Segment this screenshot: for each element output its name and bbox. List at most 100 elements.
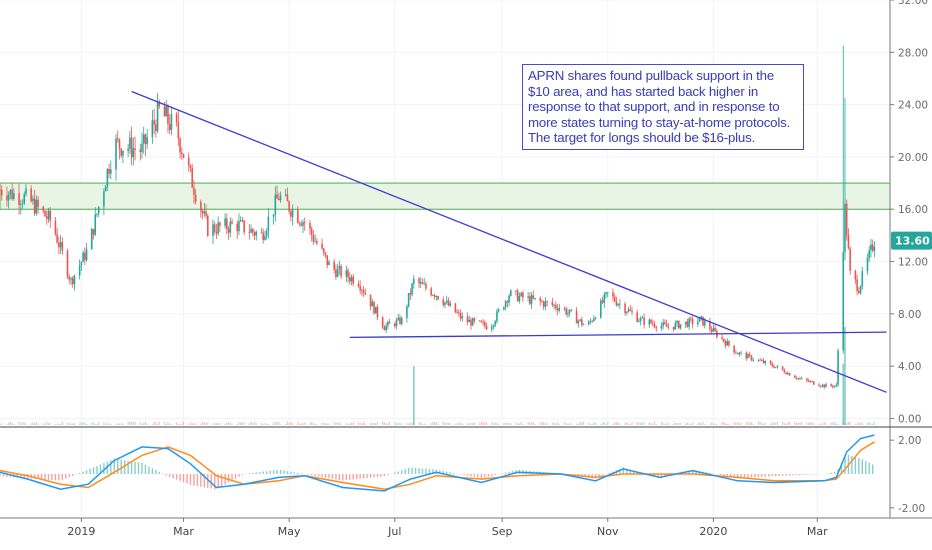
volume-bar-4 — [9, 421, 11, 425]
volume-bar-13 — [32, 422, 34, 425]
candle-body-267 — [648, 319, 651, 325]
volume-bar-285 — [690, 423, 692, 425]
macd-histogram-bar — [276, 469, 278, 474]
candle-body-301 — [728, 341, 730, 346]
macd-histogram-bar — [401, 470, 403, 474]
candle-body-27 — [66, 250, 69, 277]
macd-histogram-bar — [130, 461, 133, 474]
candle-body-37 — [90, 229, 93, 250]
volume-bar-204 — [494, 422, 496, 425]
candle-body-83 — [201, 210, 204, 214]
candle-body-151 — [364, 293, 367, 295]
candle-body-31 — [73, 275, 76, 285]
candle-body-98 — [238, 221, 240, 232]
candle-body-52 — [127, 148, 129, 151]
trendline-0 — [131, 90, 887, 393]
candle-body-203 — [492, 325, 495, 328]
y-tick-label-7: 28.00 — [898, 47, 928, 59]
volume-bar-50 — [120, 423, 122, 425]
candle-body-121 — [291, 209, 294, 217]
candle-body-30 — [71, 278, 74, 285]
candle-body-112 — [272, 214, 275, 217]
volume-bar-180 — [435, 422, 437, 425]
candle-body-276 — [667, 326, 670, 328]
annotation-note[interactable]: APRN shares found pullback support in th… — [522, 64, 804, 150]
candle-body-315 — [762, 360, 765, 364]
volume-bar-215 — [520, 421, 522, 425]
macd-histogram-bar — [286, 471, 289, 474]
macd-histogram-bar — [307, 474, 309, 475]
volume-bar-351 — [849, 422, 851, 425]
macd-histogram-bar — [709, 472, 711, 474]
candle-body-257 — [624, 303, 626, 313]
volume-bar-328 — [795, 422, 798, 425]
volume-bar-74 — [179, 423, 181, 425]
candle-body-338 — [819, 386, 822, 387]
candle-body-12 — [30, 188, 32, 202]
candle-body-55 — [132, 148, 135, 158]
volume-bar-264 — [640, 422, 642, 425]
volume-bar-305 — [738, 423, 740, 425]
candle-body-196 — [473, 318, 476, 321]
candle-body-190 — [459, 312, 462, 319]
candle-body-60 — [144, 134, 147, 145]
candle-body-47 — [115, 138, 117, 170]
candle-body-10 — [23, 194, 26, 204]
macd-histogram-bar — [861, 459, 863, 474]
macd-histogram-bar — [200, 474, 202, 487]
volume-bar-279 — [676, 423, 678, 425]
volume-bar-195 — [472, 423, 474, 425]
volume-bar-146 — [352, 422, 354, 425]
macd-histogram-bar — [265, 471, 268, 474]
macd-histogram-bar — [120, 459, 122, 474]
volume-bar-205 — [496, 422, 498, 425]
volume-bar-85 — [205, 422, 207, 425]
macd-histogram-bar — [234, 474, 237, 479]
macd-histogram-bar — [795, 474, 798, 476]
volume-bar-355 — [859, 423, 862, 425]
macd-histogram-bar — [238, 474, 240, 477]
candle-body-46 — [110, 169, 112, 174]
volume-bar-5 — [11, 422, 13, 425]
candle-body-76 — [182, 154, 185, 158]
candle-body-36 — [85, 249, 88, 261]
volume-bar-11 — [25, 423, 27, 425]
candle-body-194 — [470, 319, 472, 326]
volume-bar-314 — [761, 423, 763, 425]
volume-bar-114 — [276, 421, 278, 425]
volume-bar-184 — [446, 422, 448, 425]
macd-histogram-bar — [123, 460, 126, 474]
macd-histogram-bar — [137, 462, 140, 474]
candle-body-357 — [866, 258, 869, 272]
candle-body-312 — [757, 359, 760, 361]
volume-spike-1 — [842, 363, 845, 425]
candle-body-344 — [833, 385, 836, 387]
volume-bar-230 — [556, 422, 559, 425]
volume-bar-252 — [612, 423, 614, 425]
candle-body-38 — [92, 229, 95, 235]
macd-histogram-bar — [182, 474, 185, 483]
y-tick-label-2: 8.00 — [898, 309, 921, 321]
candle-body-353 — [856, 279, 858, 291]
candle-body-198 — [480, 320, 483, 323]
volume-bar-235 — [569, 423, 571, 425]
volume-bar-216 — [522, 423, 524, 425]
volume-bar-101 — [243, 422, 245, 425]
candle-body-61 — [146, 137, 148, 145]
volume-bar-105 — [253, 422, 256, 425]
volume-bar-232 — [563, 422, 566, 425]
macd-histogram-bar — [6, 474, 8, 477]
volume-bar-109 — [264, 422, 266, 425]
volume-bar-122 — [297, 421, 299, 425]
volume-bar-2 — [6, 423, 8, 425]
candle-body-33 — [80, 261, 83, 266]
macd-histogram-bar — [248, 473, 251, 474]
volume-bar-131 — [316, 423, 318, 425]
volume-bar-289 — [700, 423, 702, 425]
candle-body-223 — [541, 301, 543, 303]
macd-histogram-bar — [40, 474, 43, 480]
candle-body-293 — [710, 329, 713, 332]
volume-bar-121 — [292, 423, 294, 425]
volume-bar-40 — [96, 423, 98, 425]
candle-body-1 — [0, 189, 3, 196]
